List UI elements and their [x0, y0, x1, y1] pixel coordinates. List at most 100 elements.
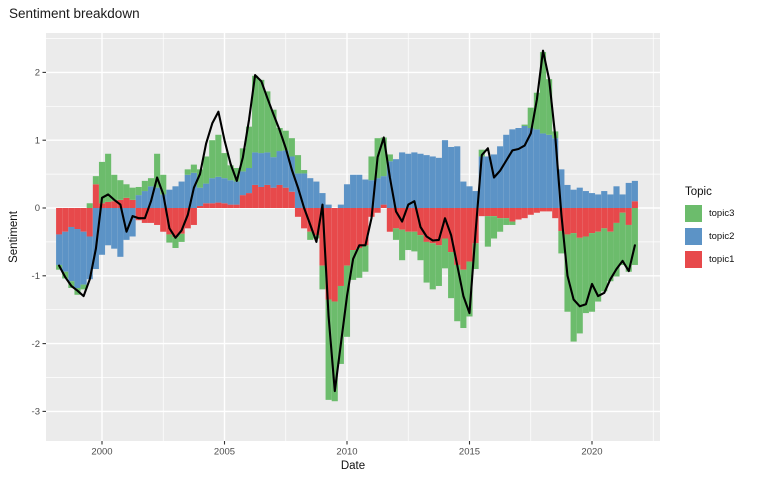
bar-segment-topic3: [380, 137, 387, 177]
y-tick-label: 2: [35, 68, 40, 79]
bar-segment-topic3: [411, 231, 418, 252]
bar-segment-topic1: [435, 208, 442, 246]
bar-segment-topic1: [178, 208, 185, 234]
bar-segment-topic3: [209, 140, 216, 179]
bar-segment-topic2: [264, 152, 271, 185]
bar-segment-topic2: [117, 208, 124, 257]
bar-segment-topic3: [521, 124, 528, 126]
bar-segment-topic3: [533, 92, 540, 130]
bar-segment-topic1: [62, 208, 69, 232]
bar-segment-topic2: [362, 179, 369, 208]
bar-segment-topic1: [92, 184, 99, 208]
bar-segment-topic2: [392, 159, 400, 208]
bar-segment-topic2: [178, 181, 185, 208]
bar-segment-topic1: [613, 208, 620, 223]
x-axis-title: Date: [340, 460, 366, 472]
bar-segment-topic2: [135, 195, 142, 208]
bar-segment-topic3: [356, 248, 363, 278]
bar-segment-topic1: [301, 208, 308, 229]
bar-segment-topic3: [270, 109, 277, 158]
bar-segment-topic1: [111, 201, 118, 208]
legend-swatch-topic1: [685, 251, 702, 268]
bar-segment-topic2: [129, 208, 136, 237]
bar-segment-topic3: [196, 169, 204, 188]
bar-segment-topic1: [276, 184, 283, 208]
bar-segment-topic3: [301, 170, 308, 174]
bar-segment-topic2: [509, 129, 516, 208]
legend-item-topic2: topic2: [685, 228, 734, 245]
y-tick-label: 1: [35, 135, 40, 146]
bar-segment-topic3: [423, 241, 430, 283]
bar-segment-topic2: [558, 169, 565, 208]
legend: Topic topic3 topic2 topic1: [685, 186, 734, 274]
bar-segment-topic1: [343, 208, 351, 266]
bar-segment-topic1: [448, 208, 455, 253]
bar-segment-topic1: [68, 208, 75, 227]
bar-segment-topic3: [331, 301, 338, 402]
bar-segment-topic1: [454, 208, 461, 265]
bar-segment-topic2: [98, 208, 106, 255]
bar-segment-topic2: [203, 183, 210, 204]
bar-segment-topic2: [209, 178, 216, 204]
bar-segment-topic2: [325, 204, 332, 208]
bar-segment-topic3: [294, 155, 302, 174]
bar-segment-topic2: [172, 186, 179, 208]
bar-segment-topic3: [417, 235, 424, 261]
bar-segment-topic2: [154, 187, 161, 208]
bar-segment-topic1: [521, 208, 528, 219]
x-tick-label: 2000: [91, 446, 112, 457]
bar-segment-topic3: [607, 231, 614, 282]
bar-segment-topic1: [147, 208, 155, 223]
bar-segment-topic1: [515, 208, 522, 220]
bar-segment-topic3: [429, 243, 436, 290]
bar-segment-topic3: [117, 180, 124, 200]
bar-segment-topic2: [521, 125, 528, 208]
legend-items: topic3 topic2 topic1: [685, 205, 734, 268]
bar-segment-topic2: [546, 134, 553, 208]
bar-segment-topic3: [368, 156, 375, 181]
bar-segment-topic3: [337, 285, 344, 364]
bar-segment-topic1: [582, 208, 589, 237]
bar-segment-topic2: [233, 181, 240, 205]
bar-segment-topic3: [276, 128, 283, 152]
bar-segment-topic2: [380, 176, 387, 205]
bar-segment-topic1: [533, 208, 540, 213]
bar-segment-topic3: [307, 231, 314, 240]
bar-segment-topic1: [294, 208, 302, 217]
bar-segment-topic3: [258, 79, 265, 154]
bar-segment-topic1: [619, 208, 626, 213]
bar-segment-topic2: [313, 181, 320, 208]
bar-segment-topic2: [399, 152, 406, 208]
bar-segment-topic1: [527, 208, 534, 215]
bar-segment-topic1: [190, 208, 197, 225]
bar-segment-topic1: [429, 208, 436, 244]
bar-segment-topic1: [356, 208, 363, 248]
y-tick-label: 0: [35, 203, 40, 214]
bar-segment-topic2: [123, 208, 130, 240]
bar-segment-topic3: [484, 216, 491, 247]
bar-segment-topic2: [417, 153, 424, 208]
bar-segment-topic2: [448, 146, 455, 208]
bar-segment-topic1: [588, 208, 596, 234]
bar-segment-topic3: [497, 218, 504, 232]
bar-segment-topic1: [80, 208, 87, 232]
bar-segment-topic2: [429, 156, 436, 208]
bar-segment-topic3: [227, 165, 234, 181]
bar-segment-topic1: [209, 203, 216, 208]
bar-segment-topic2: [343, 184, 351, 208]
bar-segment-topic2: [105, 208, 112, 246]
plot-title: Sentiment breakdown: [9, 6, 140, 21]
bar-segment-topic2: [539, 133, 547, 208]
legend-label: topic3: [709, 208, 735, 219]
bar-segment-topic2: [484, 156, 491, 208]
bar-segment-topic2: [613, 186, 620, 208]
bar-segment-topic3: [325, 299, 332, 400]
bar-segment-topic3: [490, 216, 498, 239]
bar-segment-topic2: [80, 231, 87, 285]
bar-segment-topic1: [221, 203, 228, 208]
bar-segment-topic3: [172, 237, 179, 248]
bar-segment-topic1: [307, 208, 314, 232]
bar-segment-topic1: [160, 208, 167, 232]
bar-segment-topic1: [374, 208, 381, 213]
